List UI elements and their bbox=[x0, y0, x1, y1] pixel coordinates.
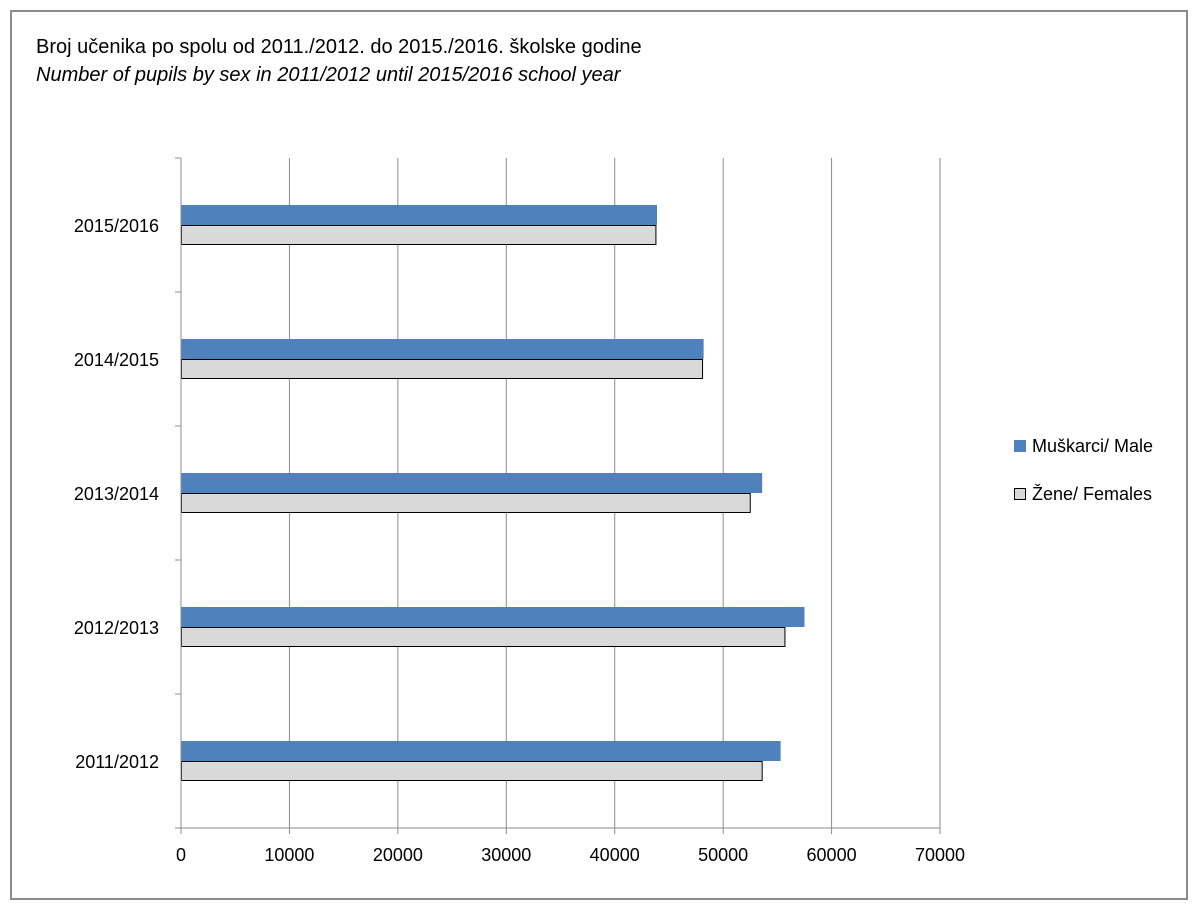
x-tick-label: 70000 bbox=[915, 845, 965, 865]
legend-item-female: Žene/ Females bbox=[1014, 482, 1153, 506]
x-tick-label: 0 bbox=[176, 845, 186, 865]
axes bbox=[175, 157, 941, 834]
bar-female bbox=[181, 627, 786, 647]
chart-subtitle: Number of pupils by sex in 2011/2012 unt… bbox=[36, 64, 621, 86]
x-tick-label: 40000 bbox=[590, 845, 640, 865]
bar-male bbox=[181, 339, 704, 359]
bar-female bbox=[181, 225, 657, 245]
y-tick-label: 2013/2014 bbox=[74, 484, 159, 504]
chart-title: Broj učenika po spolu od 2011./2012. do … bbox=[36, 36, 642, 58]
bars bbox=[181, 205, 805, 781]
bar-male bbox=[181, 741, 781, 761]
legend: Muškarci/ Male Žene/ Females bbox=[1014, 434, 1153, 530]
bar-female bbox=[181, 493, 751, 513]
bar-male bbox=[181, 205, 658, 225]
y-tick-label: 2011/2012 bbox=[75, 752, 159, 772]
tick-labels: 0 10000 20000 30000 40000 50000 60000 70000 2011… bbox=[74, 216, 965, 865]
y-tick-label: 2012/2013 bbox=[74, 618, 159, 638]
x-tick-label: 10000 bbox=[264, 845, 314, 865]
y-tick-label: 2014/2015 bbox=[74, 350, 159, 370]
bar-female bbox=[181, 761, 763, 781]
bar-male bbox=[181, 473, 763, 493]
bar-female bbox=[181, 359, 704, 379]
x-tick-label: 60000 bbox=[807, 845, 857, 865]
legend-label-female: Žene/ Females bbox=[1032, 483, 1153, 504]
y-tick-label: 2015/2016 bbox=[74, 216, 159, 236]
x-tick-label: 30000 bbox=[481, 845, 531, 865]
legend-swatch-female bbox=[1014, 488, 1026, 500]
x-tick-label: 20000 bbox=[373, 845, 423, 865]
x-tick-label: 50000 bbox=[698, 845, 748, 865]
legend-label-male: Muškarci/ Male bbox=[1032, 435, 1154, 456]
bar-male bbox=[181, 607, 805, 627]
legend-item-male: Muškarci/ Male bbox=[1014, 434, 1153, 458]
legend-swatch-male bbox=[1014, 440, 1026, 452]
